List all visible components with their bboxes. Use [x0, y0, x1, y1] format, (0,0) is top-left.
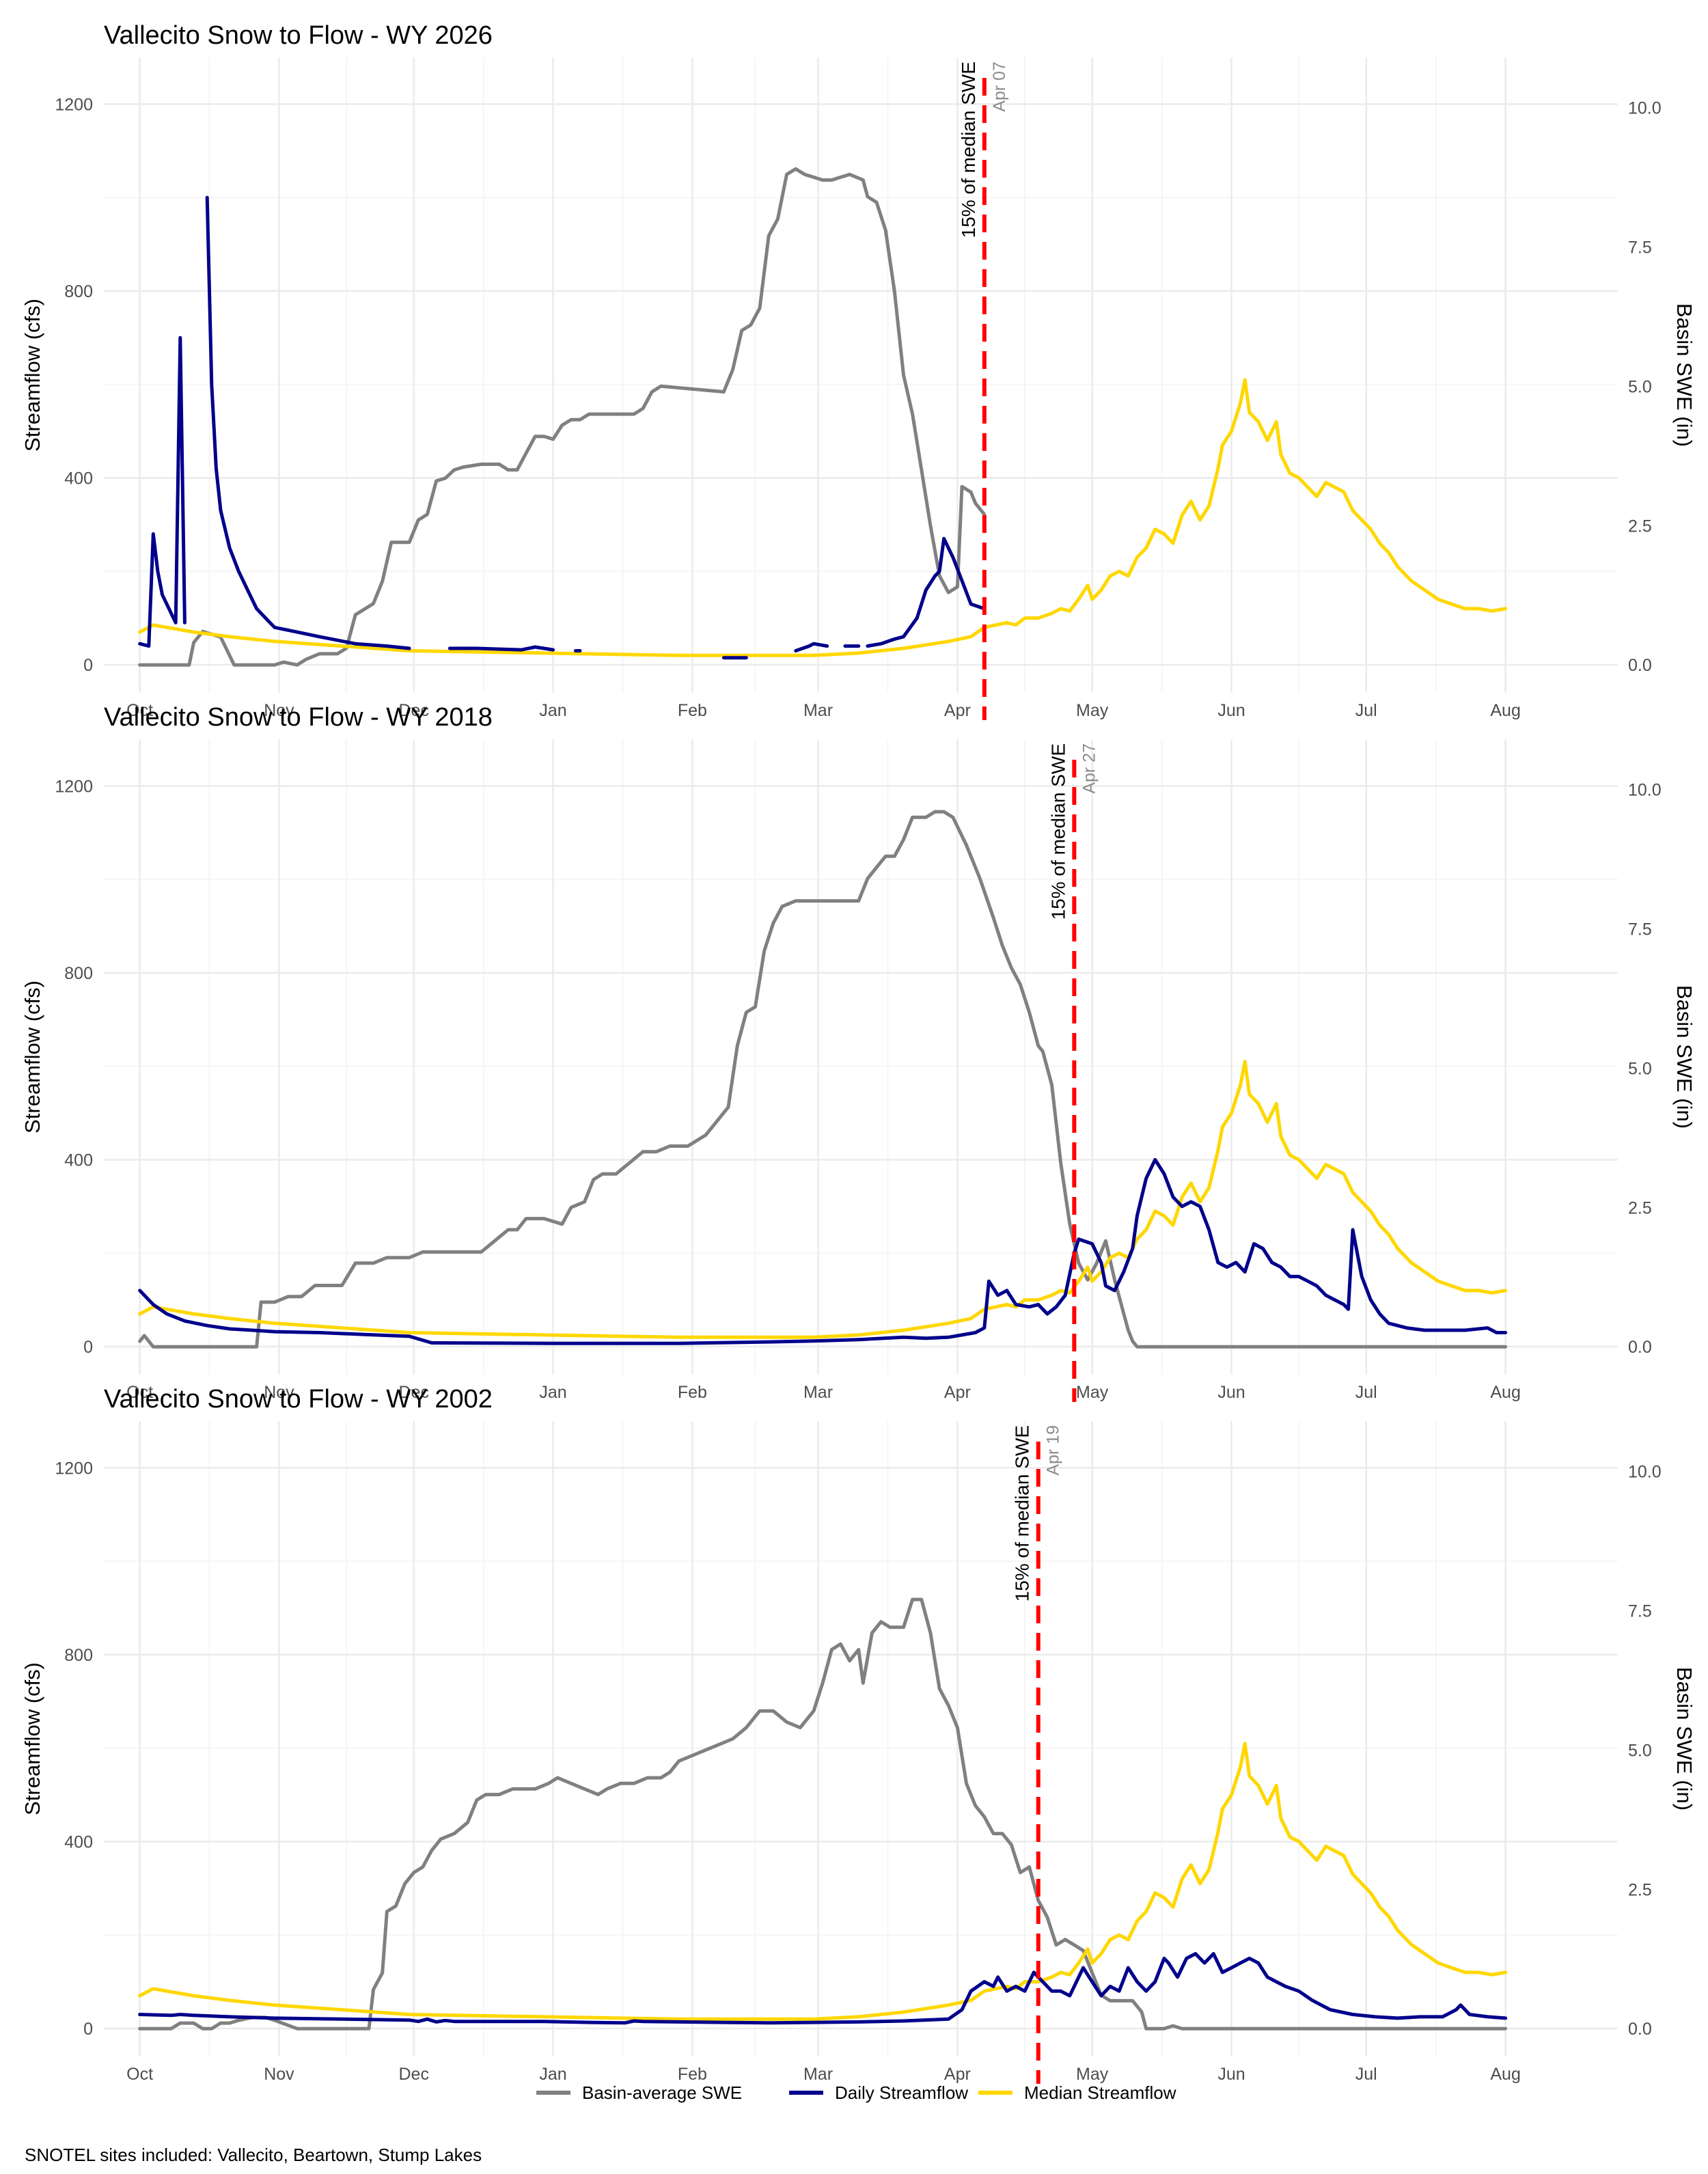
- daily-streamflow-line: [205, 195, 411, 650]
- x-tick-label: Jan: [539, 701, 566, 720]
- swe-line: [138, 1597, 1508, 2031]
- legend: Basin-average SWE Daily Streamflow Media…: [536, 2082, 1176, 2103]
- legend-swe-label: Basin-average SWE: [582, 2082, 742, 2103]
- y-axis-label: Streamflow (cfs): [20, 1662, 44, 1815]
- x-tick-label: Mar: [803, 1383, 833, 1402]
- x-tick-label: Nov: [264, 2065, 294, 2084]
- x-tick-label: Dec: [398, 1383, 428, 1402]
- y-tick-label: 800: [64, 964, 93, 983]
- x-tick-label: Feb: [678, 701, 707, 720]
- y-tick-label: 400: [64, 1151, 93, 1170]
- y2-tick-label: 2.5: [1628, 1880, 1652, 1899]
- y-tick-label: 800: [64, 1646, 93, 1665]
- chart-title: Vallecito Snow to Flow - WY 2002: [104, 1385, 493, 1414]
- y2-tick-label: 5.0: [1628, 377, 1652, 396]
- chart-panel-2: Vallecito Snow to Flow - WY 2018 0 400 800 1…: [20, 703, 1696, 1402]
- y-tick-label: 1200: [55, 777, 93, 796]
- x-tick-label: Apr: [944, 701, 971, 720]
- x-tick-label: Apr: [944, 2065, 971, 2084]
- legend-flow-label: Daily Streamflow: [835, 2082, 968, 2103]
- y2-axis-label: Basin SWE (in): [1672, 985, 1696, 1129]
- median-streamflow-line: [138, 1060, 1508, 1339]
- x-tick-label: Jan: [539, 2065, 566, 2084]
- y-axis-label: Streamflow (cfs): [20, 980, 44, 1133]
- y-tick-label: 1200: [55, 1459, 93, 1478]
- y2-tick-label: 2.5: [1628, 1198, 1652, 1217]
- x-tick-label: May: [1076, 1383, 1109, 1402]
- y-tick-label: 400: [64, 469, 93, 488]
- marker-label: 15% of median SWE: [1012, 1425, 1033, 1601]
- x-tick-label: Mar: [803, 701, 833, 720]
- y2-tick-label: 0.0: [1628, 2020, 1652, 2039]
- x-tick-label: Dec: [398, 2065, 428, 2084]
- x-tick-label: Jun: [1217, 2065, 1245, 2084]
- chart-title: Vallecito Snow to Flow - WY 2018: [104, 703, 493, 732]
- chart-panel-3: Vallecito Snow to Flow - WY 2002 0 400 800 1…: [20, 1385, 1696, 2084]
- caption: SNOTEL sites included: Vallecito, Bearto…: [25, 2145, 482, 2165]
- y2-axis-label: Basin SWE (in): [1672, 303, 1696, 447]
- y2-tick-label: 10.0: [1628, 1462, 1662, 1481]
- y-tick-label: 400: [64, 1832, 93, 1852]
- x-tick-label: Feb: [678, 1383, 707, 1402]
- x-tick-label: Mar: [803, 2065, 833, 2084]
- y2-tick-label: 5.0: [1628, 1741, 1652, 1760]
- marker-date: Apr 27: [1079, 743, 1099, 794]
- x-tick-label: Oct: [126, 701, 153, 720]
- y-tick-label: 800: [64, 282, 93, 301]
- x-tick-label: Aug: [1490, 1383, 1520, 1402]
- x-tick-label: May: [1076, 2065, 1109, 2084]
- marker-label: 15% of median SWE: [1047, 743, 1069, 920]
- y-tick-label: 1200: [55, 95, 93, 114]
- y2-tick-label: 10.0: [1628, 98, 1662, 118]
- x-tick-label: Oct: [126, 1383, 153, 1402]
- y-tick-label: 0: [83, 2020, 93, 2039]
- daily-streamflow-line: [138, 1952, 1508, 2025]
- x-tick-label: Nov: [264, 1383, 294, 1402]
- x-tick-label: Jun: [1217, 701, 1245, 720]
- y2-tick-label: 0.0: [1628, 1338, 1652, 1357]
- swe-line: [138, 167, 987, 667]
- median-streamflow-line: [138, 1742, 1508, 2021]
- y2-tick-label: 2.5: [1628, 517, 1652, 536]
- x-tick-label: May: [1076, 701, 1109, 720]
- x-tick-label: Jul: [1355, 2065, 1377, 2084]
- x-tick-label: Nov: [264, 701, 294, 720]
- x-tick-label: Aug: [1490, 2065, 1520, 2084]
- legend-median-label: Median Streamflow: [1024, 2082, 1176, 2103]
- x-tick-label: Jun: [1217, 1383, 1245, 1402]
- x-tick-label: Feb: [678, 2065, 707, 2084]
- chart-panel-1: Vallecito Snow to Flow - WY 2026 0 400 800 1…: [20, 21, 1696, 720]
- chart-title: Vallecito Snow to Flow - WY 2026: [104, 21, 493, 50]
- y-tick-label: 0: [83, 656, 93, 675]
- daily-streamflow-line: [866, 536, 987, 648]
- y2-tick-label: 5.0: [1628, 1059, 1652, 1078]
- daily-streamflow-line: [138, 1157, 1508, 1345]
- y-axis-label: Streamflow (cfs): [20, 299, 44, 452]
- x-tick-label: Aug: [1490, 701, 1520, 720]
- daily-streamflow-line: [794, 642, 829, 652]
- marker-date: Apr 19: [1044, 1425, 1063, 1476]
- y2-tick-label: 7.5: [1628, 1601, 1652, 1621]
- daily-streamflow-line: [447, 645, 555, 652]
- y2-axis-label: Basin SWE (in): [1672, 1667, 1696, 1811]
- marker-label: 15% of median SWE: [958, 61, 979, 238]
- median-streamflow-line: [138, 378, 1508, 657]
- x-tick-label: Jan: [539, 1383, 566, 1402]
- x-tick-label: Dec: [398, 701, 428, 720]
- x-tick-label: Jul: [1355, 1383, 1377, 1402]
- daily-streamflow-line: [138, 335, 187, 648]
- marker-date: Apr 07: [990, 61, 1009, 112]
- y2-tick-label: 7.5: [1628, 920, 1652, 939]
- x-tick-label: Apr: [944, 1383, 971, 1402]
- x-tick-label: Jul: [1355, 701, 1377, 720]
- swe-line: [138, 810, 1508, 1349]
- y2-tick-label: 10.0: [1628, 780, 1662, 799]
- x-tick-label: Oct: [126, 2065, 153, 2084]
- y2-tick-label: 7.5: [1628, 238, 1652, 257]
- y2-tick-label: 0.0: [1628, 656, 1652, 675]
- y-tick-label: 0: [83, 1338, 93, 1357]
